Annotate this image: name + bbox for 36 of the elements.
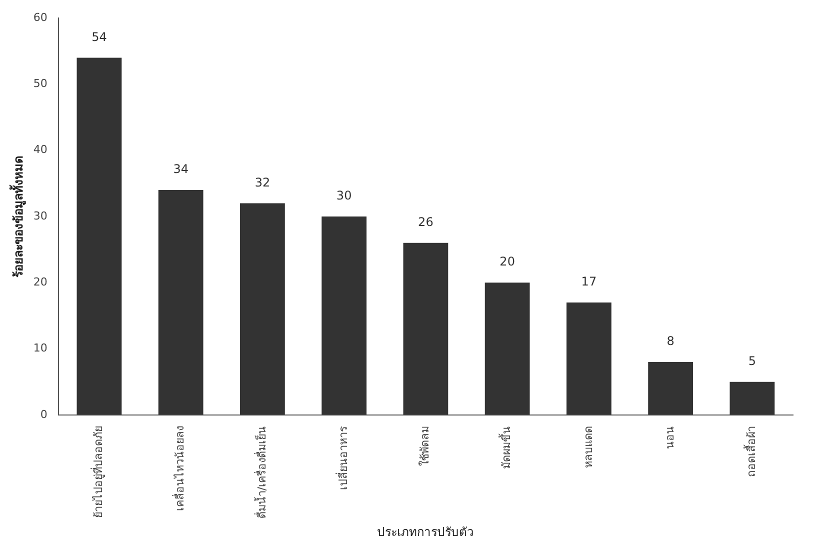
x-tick-label: ใช้พัดลม [418, 426, 432, 466]
y-axis-title: ร้อยละของข้อมูลทั้งหมด [8, 155, 26, 278]
bar [240, 203, 285, 415]
bar [322, 216, 367, 415]
data-label: 8 [666, 334, 674, 348]
bar [403, 242, 448, 415]
data-label: 5 [748, 354, 756, 368]
x-axis-title: ประเภทการปรับตัว [377, 524, 474, 539]
bar [566, 302, 612, 415]
x-tick-label: ย้ายไปอยู่ที่ปลอดภัย [90, 426, 106, 518]
data-label: 17 [581, 274, 597, 289]
bar [730, 382, 775, 415]
data-label: 26 [418, 215, 434, 230]
x-tick-label: นอน [663, 426, 676, 449]
y-tick-label: 40 [33, 143, 48, 156]
y-tick-label: 0 [40, 408, 48, 421]
data-label: 30 [336, 188, 352, 203]
bar [484, 282, 530, 415]
data-label: 34 [173, 162, 188, 176]
x-tick-label: หลบแดด [582, 426, 595, 468]
y-tick-label: 20 [33, 275, 48, 288]
x-tick-label: มัดผมขึ้น [498, 426, 514, 469]
x-tick-label: เปลี่ยนอาหาร [334, 426, 350, 490]
x-tick-label: ดื่มน้ำ/เครื่องดื่มเย็น [253, 426, 268, 519]
bar [648, 362, 694, 415]
x-tick-label: เคลื่อนไหวน้อยลง [172, 426, 187, 511]
data-label: 54 [92, 30, 107, 44]
data-label: 32 [254, 175, 270, 190]
bar [158, 190, 204, 415]
y-tick-label: 10 [33, 342, 48, 355]
y-tick-label: 30 [33, 209, 48, 222]
data-label: 20 [500, 254, 515, 269]
bar [76, 58, 122, 415]
y-tick-label: 60 [33, 10, 48, 24]
y-tick-label: 50 [33, 77, 48, 90]
x-tick-label: ถอดเสื้อผ้า [743, 426, 758, 477]
